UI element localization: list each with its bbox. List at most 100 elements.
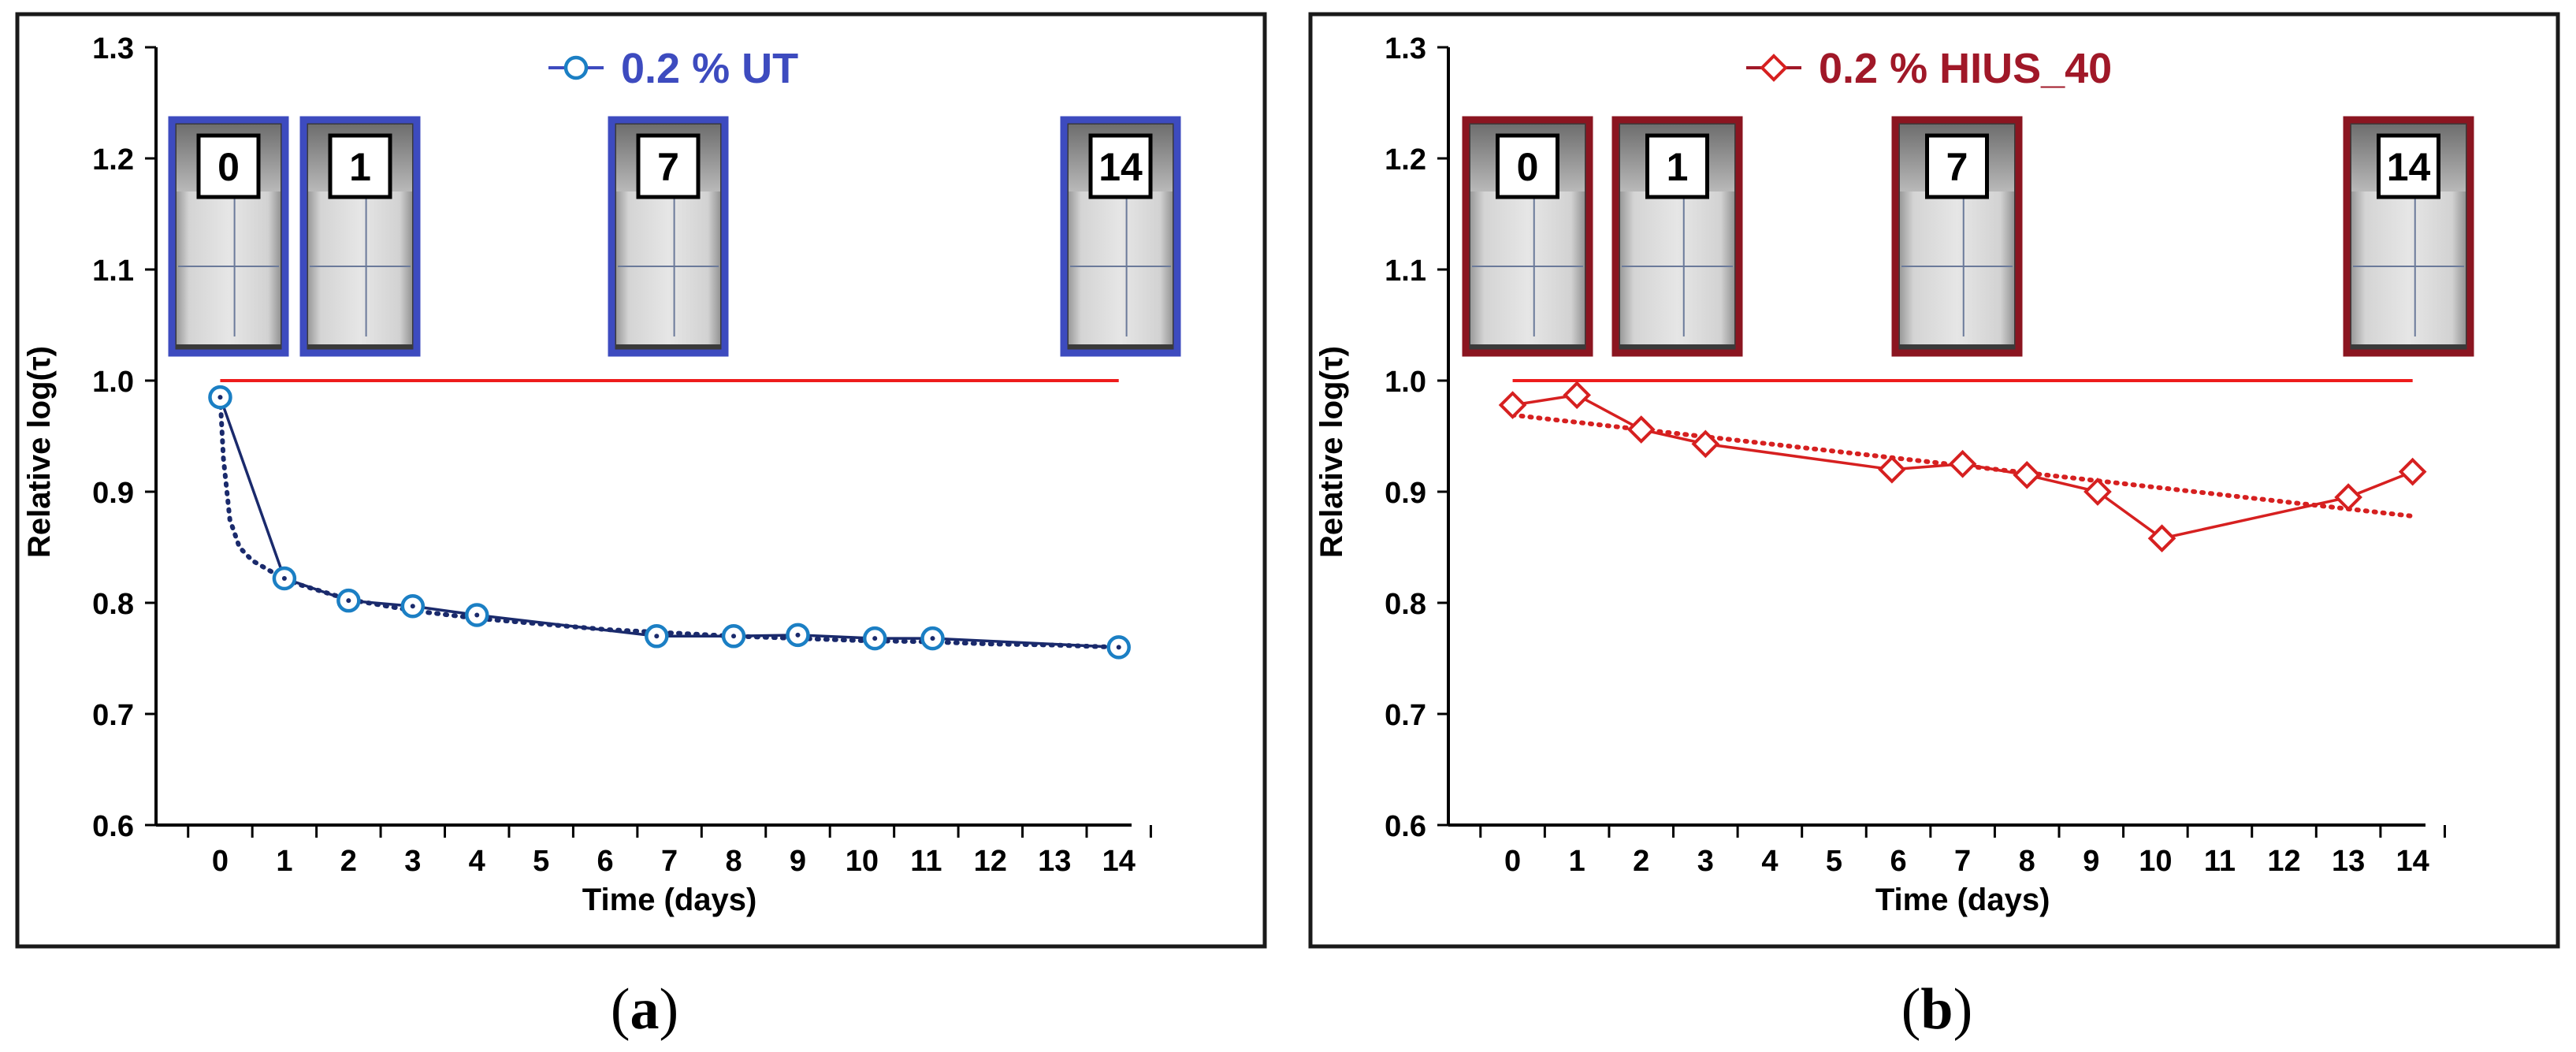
panel-a: 0.60.70.80.91.01.11.21.30 1 2 3 4 5 6 7 8 9 10 11 12… <box>15 12 1267 949</box>
data-point-center <box>217 395 223 400</box>
x-axis-label: Time (days) <box>1875 883 2050 917</box>
y-tick-label: 0.8 <box>92 588 134 621</box>
data-point <box>1563 381 1591 410</box>
vial-frame <box>608 116 729 357</box>
legend-marker <box>563 55 589 80</box>
x-tick-label: 2 <box>340 845 357 878</box>
x-tick-label: 12 <box>974 845 1007 878</box>
x-tick-label: 9 <box>790 845 806 878</box>
data-point-center <box>930 636 935 641</box>
data-point <box>2147 524 2176 553</box>
plot-axes: 0.60.70.80.91.01.11.21.30 1 2 3 4 5 6 7 8 9 10 11 12… <box>92 32 1152 878</box>
trend-line <box>217 395 1121 650</box>
x-axis-label: Time (days) <box>582 883 757 917</box>
vial-frame <box>299 116 421 357</box>
x-tick-label: 13 <box>2332 845 2365 878</box>
data-point <box>2334 483 2362 511</box>
vial-frame <box>2343 116 2474 357</box>
vial-photo: 0 <box>1462 116 1593 357</box>
x-tick-label: 7 <box>1954 845 1971 878</box>
vial-day-label: 14 <box>1098 145 1143 189</box>
y-tick-label: 0.6 <box>92 810 134 843</box>
vial-frame <box>168 116 289 357</box>
data-point <box>2013 461 2042 489</box>
vial-frame <box>1891 116 2023 357</box>
vial-day-box <box>636 133 701 199</box>
data-point-center <box>872 636 878 641</box>
x-tick-label: 2 <box>1633 845 1649 878</box>
x-tick-label: 4 <box>1761 845 1778 878</box>
x-tick-label: 3 <box>404 845 421 878</box>
plot-area <box>1498 379 2427 553</box>
x-tick-label: 11 <box>910 845 942 878</box>
x-tick-label: 6 <box>597 845 614 878</box>
vial-photo: 14 <box>2343 116 2474 357</box>
data-point-center <box>731 634 737 639</box>
data-point <box>2083 478 2112 506</box>
data-point-center <box>410 604 415 609</box>
vial-photos: 0 1 7 14 <box>1462 116 2474 357</box>
y-tick-label: 0.7 <box>1385 699 1426 732</box>
caption-a: (a) <box>611 977 678 1042</box>
vial-day-label: 0 <box>1517 145 1539 189</box>
y-tick-label: 1.1 <box>1385 255 1426 288</box>
vial-frame <box>1462 116 1593 357</box>
vial-day-box <box>196 133 261 199</box>
plot-axes: 0.60.70.80.91.01.11.21.30 1 2 3 4 5 6 7 8 9 10 11 12… <box>1385 32 2446 878</box>
vial-liquid <box>1470 191 1585 344</box>
vial-photo: 0 <box>168 116 289 357</box>
vial-day-box <box>328 133 392 199</box>
x-tick-label: 11 <box>2204 845 2236 878</box>
x-tick-label: 8 <box>2019 845 2035 878</box>
legend-marker <box>1760 54 1788 82</box>
y-tick-label: 1.3 <box>1385 32 1426 65</box>
vial-liquid <box>616 191 720 344</box>
data-point-center <box>474 612 480 618</box>
data-point-center <box>1116 645 1121 650</box>
y-axis-label: Relative log(τ) <box>1314 346 1349 558</box>
y-tick-label: 0.8 <box>1385 588 1426 621</box>
x-tick-label: 3 <box>1697 845 1714 878</box>
panel-b: 0.60.70.80.91.01.11.21.30 1 2 3 4 5 6 7 8 9 10 11 12… <box>1308 12 2560 949</box>
vial-day-label: 1 <box>1667 145 1689 189</box>
x-tick-label: 0 <box>1504 845 1521 878</box>
x-tick-label: 7 <box>661 845 678 878</box>
x-tick-label: 14 <box>2396 845 2429 878</box>
x-tick-label: 5 <box>1826 845 1842 878</box>
vial-day-box <box>1645 133 1709 199</box>
x-tick-label: 6 <box>1890 845 1906 878</box>
x-tick-label: 0 <box>212 845 229 878</box>
vial-day-box <box>2377 133 2440 199</box>
vial-photo: 7 <box>1891 116 2023 357</box>
x-tick-label: 1 <box>1569 845 1585 878</box>
legend: 0.2 % HIUS_40 <box>1746 45 2112 92</box>
data-point <box>1498 391 1527 419</box>
vial-day-label: 7 <box>657 145 679 189</box>
x-tick-label: 4 <box>469 845 485 878</box>
vial-photo: 14 <box>1060 116 1181 357</box>
y-tick-label: 1.0 <box>92 366 134 399</box>
vial-liquid <box>308 191 412 344</box>
vial-liquid <box>2351 191 2466 344</box>
caption-b: (b) <box>1901 977 1972 1042</box>
x-tick-label: 5 <box>533 845 549 878</box>
y-tick-label: 1.2 <box>1385 143 1426 177</box>
x-tick-label: 8 <box>725 845 742 878</box>
vial-frame <box>1611 116 1743 357</box>
y-tick-label: 0.6 <box>1385 810 1426 843</box>
vial-photo: 1 <box>299 116 421 357</box>
y-tick-label: 1.2 <box>92 143 134 177</box>
plot-area <box>208 379 1131 660</box>
x-tick-label: 14 <box>1102 845 1136 878</box>
y-tick-label: 1.0 <box>1385 366 1426 399</box>
vial-day-box <box>1088 133 1153 199</box>
data-point <box>1626 415 1656 444</box>
legend-label: 0.2 % UT <box>621 45 798 92</box>
data-point-center <box>654 634 660 639</box>
x-tick-label: 12 <box>2267 845 2300 878</box>
vial-photo: 1 <box>1611 116 1743 357</box>
y-tick-label: 0.9 <box>92 477 134 510</box>
vial-photo: 7 <box>608 116 729 357</box>
legend-label: 0.2 % HIUS_40 <box>1819 45 2112 92</box>
